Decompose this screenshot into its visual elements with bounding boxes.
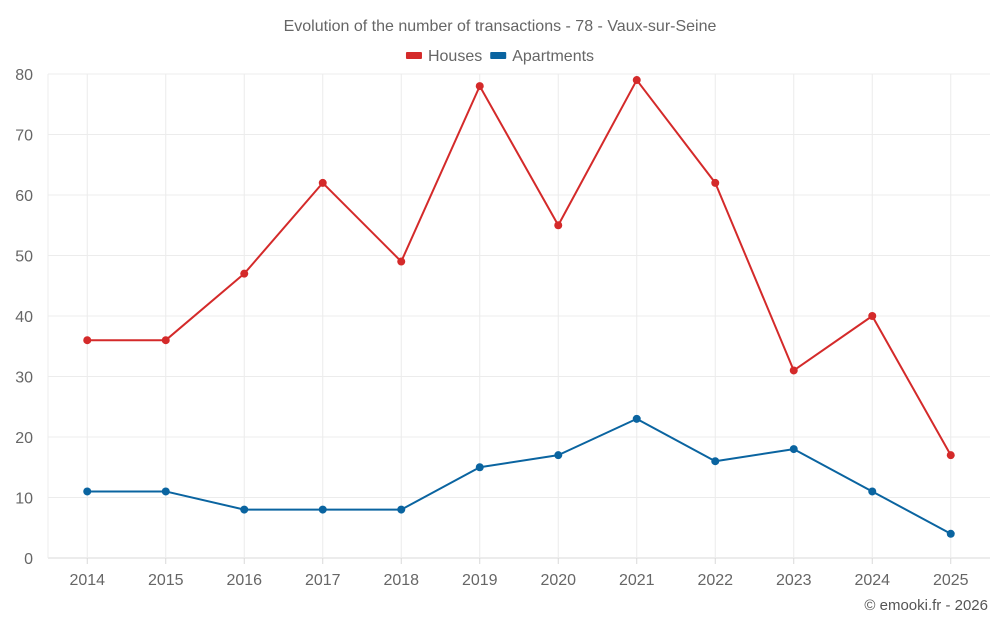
x-axis: 2014 2015 2016 2017 2018 2019 2020 2021 2022 2023… [69,558,969,589]
data-point-apartments-2020[interactable] [554,451,563,460]
y-tick-label: 10 [15,491,33,508]
x-tick-label: 2017 [305,572,341,589]
data-point-apartments-2023[interactable] [789,445,798,454]
legend: Houses Apartments [405,48,594,65]
y-tick-label: 0 [24,551,33,568]
x-tick-label: 2024 [854,572,890,589]
data-point-apartments-2014[interactable] [83,487,92,496]
data-point-apartments-2018[interactable] [397,505,406,514]
x-tick-label: 2025 [933,572,969,589]
x-tick-label: 2018 [383,572,419,589]
data-point-apartments-2025[interactable] [946,529,955,538]
legend-swatch-apartments[interactable] [490,52,507,59]
x-tick-label: 2020 [540,572,576,589]
chart-title: Evolution of the number of transactions … [284,18,717,35]
data-point-houses-2017[interactable] [318,178,327,187]
data-point-houses-2020[interactable] [554,221,563,230]
y-tick-label: 80 [15,67,33,84]
data-point-apartments-2022[interactable] [711,457,720,466]
series-layer [83,76,955,538]
data-point-houses-2023[interactable] [789,366,798,375]
data-point-apartments-2016[interactable] [240,505,249,514]
x-tick-label: 2019 [462,572,498,589]
legend-swatch-houses[interactable] [405,52,422,59]
data-point-houses-2019[interactable] [475,82,484,91]
y-axis: 0 10 20 30 40 50 60 70 80 [15,67,33,568]
data-point-apartments-2021[interactable] [632,414,641,423]
data-point-houses-2021[interactable] [632,76,641,85]
data-point-apartments-2019[interactable] [475,463,484,472]
y-tick-label: 70 [15,128,33,145]
data-point-apartments-2017[interactable] [318,505,327,514]
data-point-houses-2016[interactable] [240,269,249,278]
grid [47,73,990,559]
legend-label-houses[interactable]: Houses [428,48,482,65]
data-point-apartments-2024[interactable] [868,487,877,496]
data-point-houses-2025[interactable] [946,451,955,460]
y-tick-label: 40 [15,309,33,326]
y-tick-label: 20 [15,430,33,447]
y-tick-label: 30 [15,370,33,387]
x-tick-label: 2014 [69,572,105,589]
series-line-houses [87,79,952,456]
data-point-houses-2022[interactable] [711,178,720,187]
data-point-houses-2014[interactable] [83,336,92,345]
y-tick-label: 50 [15,249,33,266]
x-tick-label: 2021 [619,572,655,589]
x-tick-label: 2016 [226,572,262,589]
data-point-houses-2015[interactable] [161,336,170,345]
x-tick-label: 2022 [697,572,733,589]
legend-label-apartments[interactable]: Apartments [512,48,594,65]
credit-text: © emooki.fr - 2026 [864,597,988,614]
data-point-houses-2018[interactable] [397,257,406,266]
series-line-apartments [87,417,952,535]
y-tick-label: 60 [15,188,33,205]
x-tick-label: 2015 [148,572,184,589]
x-tick-label: 2023 [776,572,812,589]
data-point-houses-2024[interactable] [868,312,877,320]
data-point-apartments-2015[interactable] [161,487,170,496]
